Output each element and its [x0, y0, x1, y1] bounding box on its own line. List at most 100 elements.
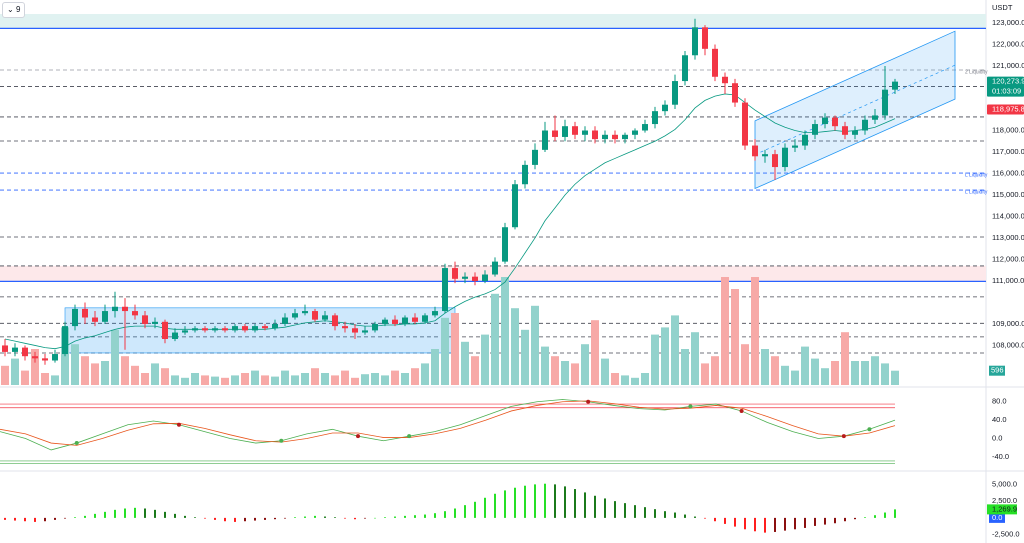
histogram-bar	[814, 517, 816, 526]
volume-bar	[301, 373, 309, 385]
y-tick-label: 0.0	[992, 433, 1002, 442]
y-tick-label: 113,000.0	[992, 233, 1024, 242]
candle-body	[712, 48, 718, 77]
volume-bar	[31, 349, 39, 385]
histogram-bar	[854, 517, 856, 520]
cross-dot	[739, 408, 744, 413]
candle-body	[882, 89, 888, 116]
candle-body	[352, 328, 358, 333]
histogram-bar	[404, 515, 406, 518]
candle-body	[732, 83, 738, 103]
zone	[0, 14, 986, 29]
candle-body	[582, 130, 588, 135]
histogram-bar	[214, 517, 216, 520]
histogram-bar	[174, 513, 176, 518]
volume-bar	[521, 329, 529, 385]
y-tick-label: 121,000.0	[992, 61, 1024, 70]
candle-body	[242, 326, 248, 331]
y-tick-label: 112,000.0	[992, 254, 1024, 263]
volume-bar	[641, 373, 649, 385]
candle-body	[192, 328, 198, 331]
volume-bar	[821, 368, 829, 385]
volume-bar	[281, 370, 289, 385]
histogram-bar	[94, 513, 96, 518]
volume-bar	[631, 377, 639, 385]
histogram-bar	[84, 515, 86, 518]
histogram-bar	[374, 517, 376, 519]
y-tick-label: 114,000.0	[992, 211, 1024, 220]
volume-bar	[711, 356, 719, 385]
candle-body	[372, 323, 378, 331]
candle-body	[432, 311, 438, 316]
volume-bar	[451, 313, 459, 385]
histogram-bar	[534, 484, 536, 518]
volume-bar	[811, 358, 819, 385]
candle-body	[162, 321, 168, 340]
volume-bar	[71, 344, 79, 385]
volume-bar	[161, 368, 169, 385]
histogram-bar	[604, 498, 606, 518]
volume-bar	[271, 376, 279, 385]
histogram-bar	[134, 507, 136, 518]
y-tick-label: 118,000.0	[992, 125, 1024, 134]
zero-label-box	[989, 512, 1005, 523]
chevron: ⌄	[7, 5, 14, 14]
volume-bar	[731, 289, 739, 385]
histogram-bar	[264, 517, 266, 520]
histogram-bar	[104, 511, 106, 518]
candle-body	[532, 149, 538, 165]
histogram-bar	[884, 512, 886, 518]
candle-body	[312, 311, 318, 320]
histogram-bar	[324, 516, 326, 518]
histogram-bar	[434, 513, 436, 518]
histogram-bar	[564, 486, 566, 518]
volume-bar	[891, 370, 899, 385]
volume-bar	[121, 356, 129, 385]
candle-body	[752, 145, 758, 157]
candle-body	[512, 184, 518, 228]
interval-button[interactable]: ⌄ 9	[2, 2, 26, 18]
volume-bar	[311, 368, 319, 385]
candle-body	[872, 115, 878, 120]
histogram-bar	[354, 517, 356, 520]
candle-body	[62, 326, 68, 355]
volume-bar	[541, 346, 549, 385]
volume-bar	[511, 308, 519, 385]
volume-bar	[391, 370, 399, 385]
volume-bar	[791, 370, 799, 385]
volume-bar	[501, 277, 509, 385]
volume-bar	[461, 341, 469, 385]
candle-body	[332, 315, 338, 327]
candle-body	[702, 27, 708, 49]
volume-bar	[241, 373, 249, 385]
histogram-bar	[454, 508, 456, 518]
histogram-bar	[844, 517, 846, 522]
histogram-bar	[54, 517, 56, 520]
candle-body	[22, 347, 28, 357]
histogram-bar	[224, 517, 226, 522]
histogram-bar	[674, 512, 676, 518]
candle-body	[602, 134, 608, 140]
histogram-bar	[394, 516, 396, 518]
volume-bar	[61, 327, 69, 385]
candle-body	[542, 130, 548, 150]
volume-bar	[591, 320, 599, 385]
candle-body	[112, 306, 118, 312]
volume-bar	[871, 356, 879, 385]
volume-bar	[491, 293, 499, 385]
histogram-bar	[734, 517, 736, 527]
candle-body	[462, 276, 468, 279]
volume-bar	[231, 375, 239, 385]
volume-bar	[361, 374, 369, 385]
histogram-bar	[24, 517, 26, 522]
candle-body	[322, 315, 328, 320]
candle-body	[72, 308, 78, 327]
candle-body	[552, 130, 558, 137]
histogram-bar	[34, 517, 36, 522]
annotation: 2 Liquidity	[965, 69, 988, 75]
candle-body	[792, 145, 798, 148]
y-tick-label: 117,000.0	[992, 147, 1024, 156]
y-tick-label: -40.0	[992, 452, 1009, 461]
volume-bar	[291, 375, 299, 385]
histogram-bar	[694, 516, 696, 518]
